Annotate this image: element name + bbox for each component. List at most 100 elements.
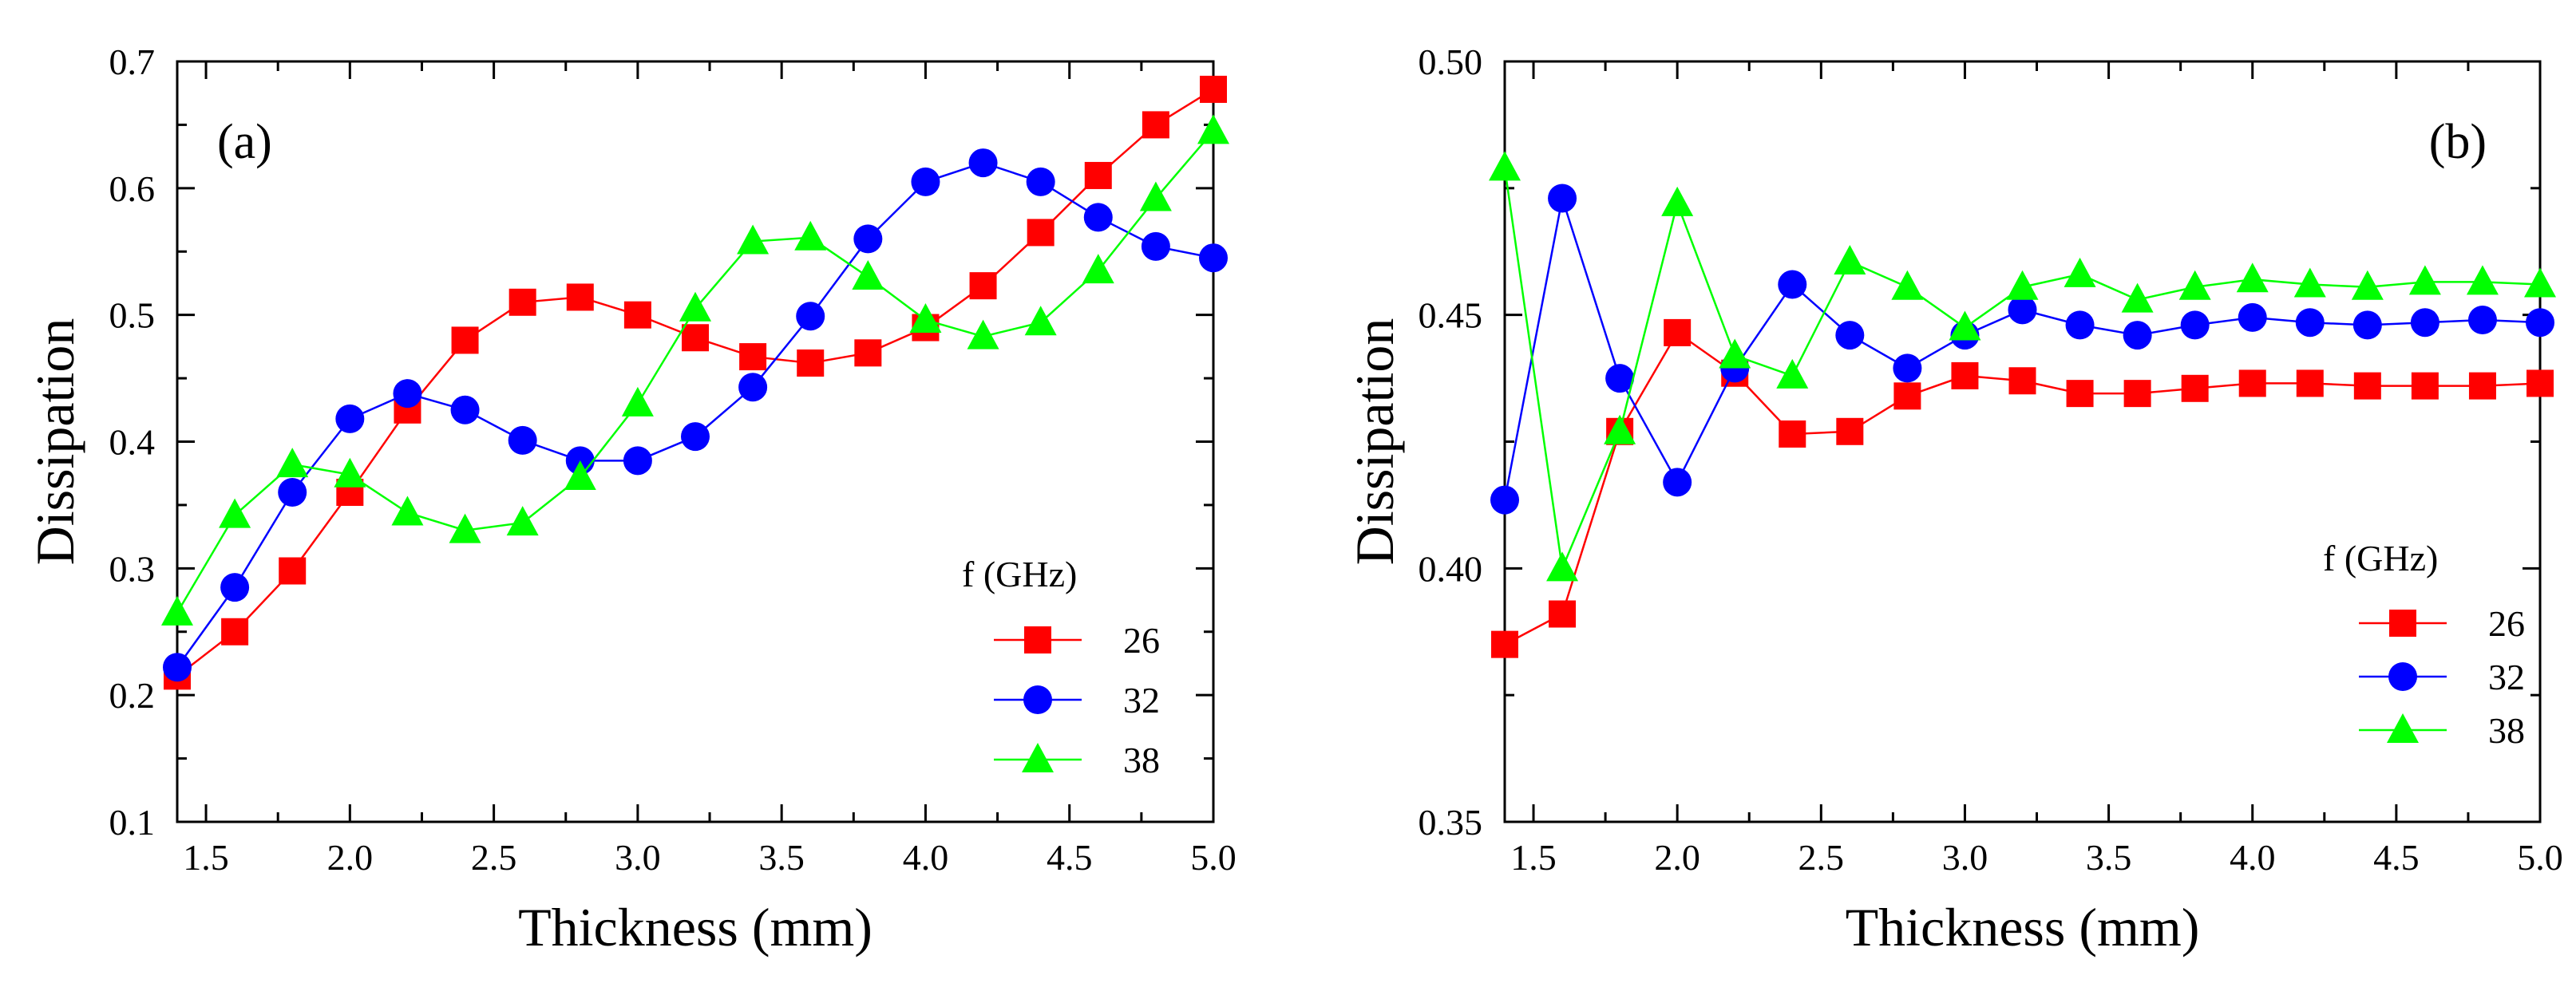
legend-marker xyxy=(2388,662,2417,691)
x-axis-title: Thickness (mm) xyxy=(1846,897,2200,957)
data-point xyxy=(1200,75,1227,103)
y-tick-label: 0.2 xyxy=(109,675,156,716)
data-point xyxy=(1605,364,1635,393)
data-point xyxy=(1949,310,1981,341)
legend-label: 26 xyxy=(1123,620,1160,661)
y-tick-label: 0.5 xyxy=(109,295,156,336)
data-point xyxy=(739,343,767,371)
data-point xyxy=(852,260,884,290)
panel-label: (b) xyxy=(2429,115,2487,169)
data-point xyxy=(1546,551,1579,582)
series-38 xyxy=(161,114,1229,626)
data-point xyxy=(681,422,710,452)
data-point xyxy=(968,148,998,178)
data-point xyxy=(391,496,424,526)
data-point xyxy=(911,167,940,196)
data-point xyxy=(449,513,481,543)
data-point xyxy=(1490,485,1519,515)
data-point xyxy=(969,272,997,300)
data-point xyxy=(1026,167,1055,196)
data-point xyxy=(221,618,249,646)
x-tick-label: 5.0 xyxy=(1190,837,1237,878)
y-tick-label: 0.1 xyxy=(109,802,156,843)
x-tick-label: 4.5 xyxy=(2373,837,2420,878)
data-point xyxy=(796,302,825,331)
y-tick-label: 0.4 xyxy=(109,422,156,463)
legend-title: f (GHz) xyxy=(962,554,1077,594)
x-tick-label: 1.5 xyxy=(183,837,229,878)
data-point xyxy=(506,506,539,536)
y-tick-label: 0.35 xyxy=(1419,802,1483,843)
x-tick-label: 2.5 xyxy=(471,837,517,878)
data-point xyxy=(2064,257,2096,287)
data-point xyxy=(1664,318,1692,346)
data-point xyxy=(219,498,251,528)
data-point xyxy=(2408,265,2441,295)
data-point xyxy=(161,595,193,626)
data-point xyxy=(564,460,596,490)
data-point xyxy=(2121,282,2154,313)
data-point xyxy=(679,291,711,322)
y-axis-title: Dissipation xyxy=(1344,318,1405,566)
data-point xyxy=(508,288,536,316)
data-point xyxy=(2238,302,2267,332)
x-axis-title: Thickness (mm) xyxy=(518,897,873,957)
data-point xyxy=(2178,270,2211,300)
data-point xyxy=(2066,380,2094,408)
data-point xyxy=(2238,369,2266,397)
data-point xyxy=(2236,263,2269,293)
data-point xyxy=(1835,321,1865,350)
data-point xyxy=(1891,270,1924,300)
series-line xyxy=(1503,198,2541,500)
y-tick-label: 0.6 xyxy=(109,168,156,209)
x-tick-label: 1.5 xyxy=(1510,837,1557,878)
data-point xyxy=(2410,308,2439,338)
x-tick-label: 3.0 xyxy=(615,837,661,878)
data-point xyxy=(2524,267,2556,298)
legend-marker xyxy=(1023,685,1052,714)
x-tick-label: 2.5 xyxy=(1798,837,1845,878)
legend-label: 32 xyxy=(1123,680,1160,721)
data-point xyxy=(1139,181,1172,211)
data-point xyxy=(967,319,999,349)
data-point xyxy=(1776,358,1809,389)
data-point xyxy=(2123,380,2151,408)
plot-frame xyxy=(1503,60,2542,823)
data-point xyxy=(737,224,770,255)
data-point xyxy=(2467,306,2497,335)
data-point xyxy=(2293,267,2326,298)
data-point xyxy=(334,457,366,488)
series-32 xyxy=(1490,184,2554,515)
series-32 xyxy=(163,148,1228,682)
data-point xyxy=(1083,203,1113,232)
legend: f (GHz) 26 32 38 xyxy=(962,554,1160,780)
data-point xyxy=(1951,361,1979,389)
data-point xyxy=(2527,369,2554,397)
data-point xyxy=(1141,231,1170,261)
data-point xyxy=(738,373,768,402)
data-point xyxy=(2008,295,2037,325)
data-point xyxy=(794,220,827,251)
series-line xyxy=(176,130,1214,614)
legend-marker xyxy=(2387,713,2419,743)
x-tick-label: 2.0 xyxy=(327,837,374,878)
data-point xyxy=(2352,310,2382,340)
data-point xyxy=(854,339,882,367)
legend-marker xyxy=(2389,610,2416,637)
data-point xyxy=(1491,630,1518,658)
data-point xyxy=(1779,420,1806,448)
legend-label: 32 xyxy=(2488,657,2525,697)
x-tick-label: 3.5 xyxy=(758,837,805,878)
data-point xyxy=(1604,414,1636,444)
legend: f (GHz) 26 32 38 xyxy=(2323,538,2525,751)
data-point xyxy=(682,324,709,352)
data-point xyxy=(335,404,365,433)
data-point xyxy=(1197,114,1229,144)
data-point xyxy=(393,379,422,409)
data-point xyxy=(621,386,654,417)
data-point xyxy=(1778,270,1807,299)
x-tick-label: 4.0 xyxy=(903,837,949,878)
series-38 xyxy=(1489,151,2556,582)
